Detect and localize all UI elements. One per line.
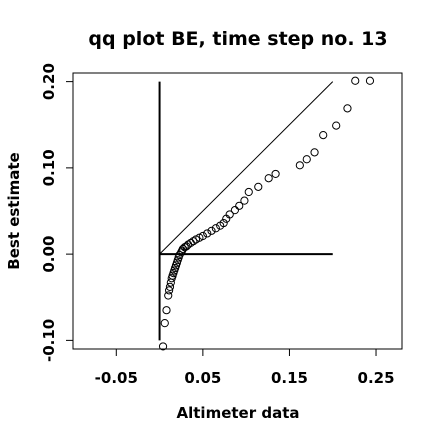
data-point — [302, 155, 311, 164]
data-point — [230, 206, 240, 215]
data-point — [189, 237, 198, 246]
chart-title: qq plot BE, time step no. 13 — [88, 28, 387, 50]
data-point — [343, 104, 352, 113]
plot-frame — [72, 72, 403, 350]
data-point — [332, 121, 341, 130]
data-point — [198, 231, 207, 241]
y-axis-ticks: -0.10 0.00 0.10 0.20 — [40, 63, 73, 362]
y-tick-label: -0.10 — [40, 319, 58, 362]
reference-lines — [158, 81, 334, 341]
y-tick-label: 0.10 — [40, 149, 58, 186]
data-point — [162, 306, 171, 315]
data-point — [219, 218, 228, 228]
data-point — [319, 131, 328, 140]
data-point — [240, 196, 249, 205]
data-point — [295, 161, 304, 170]
data-point — [175, 250, 184, 260]
data-point — [158, 342, 168, 351]
data-point — [365, 76, 375, 85]
x-tick-label: 0.15 — [271, 369, 308, 387]
x-tick-label: -0.05 — [95, 369, 138, 387]
y-axis-label: Best estimate — [5, 152, 23, 269]
data-point — [164, 291, 173, 300]
data-point — [310, 148, 319, 157]
data-point — [203, 229, 212, 238]
data-point — [207, 226, 216, 235]
data-point — [235, 201, 244, 210]
y-tick-label: 0.00 — [40, 236, 58, 273]
data-point — [165, 286, 174, 295]
data-point — [254, 182, 263, 191]
data-point — [264, 174, 273, 183]
x-axis-label: Altimeter data — [177, 404, 300, 422]
data-point — [211, 224, 220, 233]
data-point — [271, 169, 280, 179]
data-point — [244, 187, 253, 197]
data-points — [158, 76, 375, 351]
y-tick-label: 0.20 — [40, 63, 58, 100]
x-tick-label: 0.25 — [358, 369, 395, 387]
x-axis-ticks: -0.05 0.05 0.15 0.25 — [95, 349, 395, 387]
data-point — [160, 319, 169, 328]
data-point — [225, 210, 234, 219]
data-point — [165, 282, 175, 291]
x-tick-label: 0.05 — [184, 369, 221, 387]
data-point — [351, 76, 360, 85]
reference-line-identity — [159, 81, 334, 255]
